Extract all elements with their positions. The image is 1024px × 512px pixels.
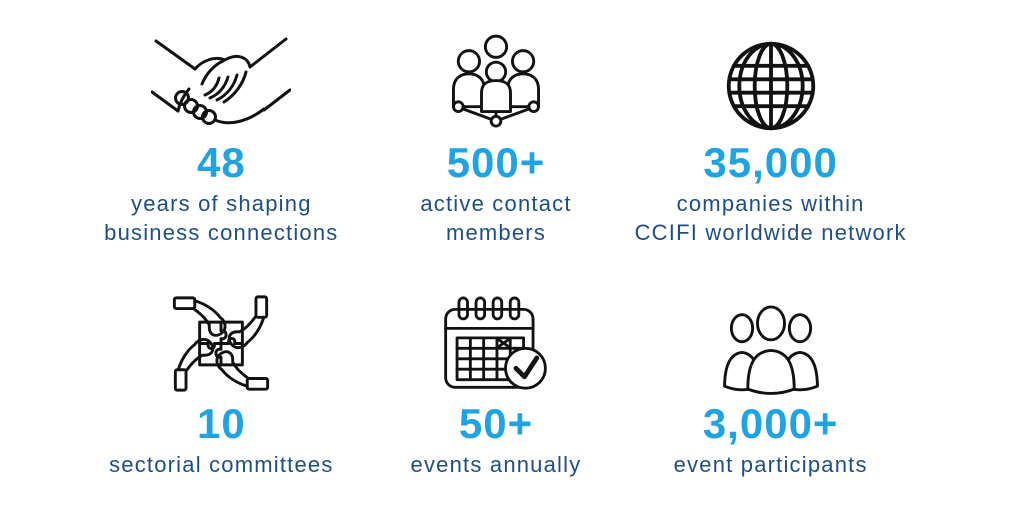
stat-value: 50+ (458, 400, 534, 447)
stat-value: 35,000 (703, 139, 838, 186)
stat-card-companies: 35,000 companies within CCIFI worldwide … (633, 30, 908, 247)
stat-card-members: 500+ active contact members (359, 30, 634, 247)
stats-grid: 48 years of shaping business connections (84, 30, 908, 479)
puzzle-teamwork-icon (167, 291, 275, 395)
stat-label: event participants (673, 452, 868, 477)
handshake-icon (151, 30, 292, 134)
globe-icon (723, 30, 819, 134)
stat-label: years of shaping business connections (104, 191, 339, 245)
stat-value: 500+ (446, 139, 546, 186)
stat-card-years: 48 years of shaping business connections (84, 30, 359, 247)
stat-card-participants: 3,000+ event participants (633, 291, 908, 479)
group-network-icon (438, 30, 554, 134)
calendar-check-icon (439, 291, 553, 395)
stat-label: companies within CCIFI worldwide network (634, 191, 907, 245)
stat-card-committees: 10 sectorial committees (84, 291, 359, 479)
stat-value: 3,000+ (702, 400, 839, 447)
people-silhouettes-icon (713, 291, 829, 395)
stat-label: sectorial committees (109, 452, 334, 477)
stat-label: events annually (410, 452, 582, 477)
stat-value: 48 (196, 139, 246, 186)
stat-label: active contact members (420, 191, 572, 245)
stat-card-events: 50+ events annually (359, 291, 634, 479)
stat-value: 10 (196, 400, 246, 447)
